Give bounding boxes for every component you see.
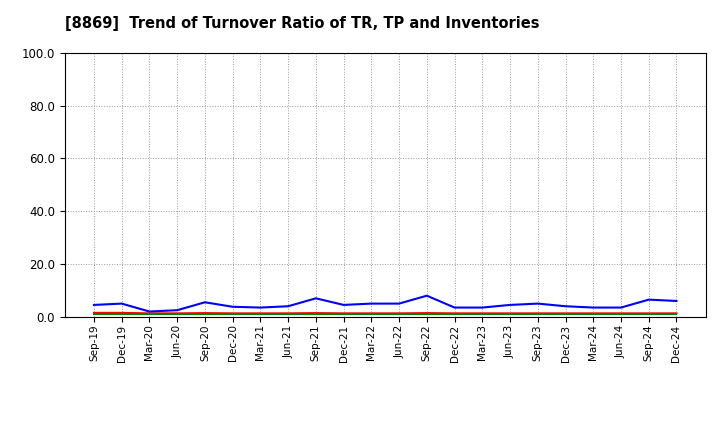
Text: [8869]  Trend of Turnover Ratio of TR, TP and Inventories: [8869] Trend of Turnover Ratio of TR, TP… — [65, 16, 539, 31]
Trade Payables — [117, 301, 126, 306]
Trade Payables — [256, 305, 265, 310]
Inventories — [339, 312, 348, 317]
Trade Payables — [89, 302, 98, 308]
Trade Receivables — [89, 310, 98, 315]
Inventories — [672, 312, 681, 317]
Trade Receivables — [201, 311, 210, 316]
Trade Receivables — [256, 311, 265, 316]
Trade Payables — [672, 298, 681, 304]
Trade Payables — [450, 305, 459, 310]
Trade Payables — [173, 308, 181, 313]
Trade Payables — [534, 301, 542, 306]
Inventories — [589, 312, 598, 317]
Trade Receivables — [395, 311, 403, 316]
Trade Payables — [339, 302, 348, 308]
Trade Receivables — [672, 311, 681, 316]
Trade Receivables — [117, 310, 126, 315]
Trade Receivables — [228, 311, 237, 316]
Inventories — [256, 312, 265, 317]
Trade Payables — [478, 305, 487, 310]
Trade Receivables — [644, 311, 653, 316]
Trade Payables — [589, 305, 598, 310]
Inventories — [145, 312, 154, 317]
Inventories — [89, 312, 98, 317]
Line: Trade Payables: Trade Payables — [94, 296, 677, 312]
Trade Receivables — [478, 311, 487, 316]
Inventories — [450, 312, 459, 317]
Trade Receivables — [505, 311, 514, 316]
Trade Payables — [367, 301, 376, 306]
Inventories — [395, 312, 403, 317]
Trade Receivables — [561, 311, 570, 316]
Trade Payables — [145, 309, 154, 314]
Trade Payables — [312, 296, 320, 301]
Inventories — [423, 312, 431, 317]
Inventories — [478, 312, 487, 317]
Inventories — [284, 312, 292, 317]
Inventories — [505, 312, 514, 317]
Trade Receivables — [284, 311, 292, 316]
Inventories — [173, 312, 181, 317]
Trade Payables — [395, 301, 403, 306]
Trade Receivables — [312, 311, 320, 316]
Trade Payables — [201, 300, 210, 305]
Trade Receivables — [145, 311, 154, 316]
Trade Payables — [505, 302, 514, 308]
Trade Payables — [561, 304, 570, 309]
Inventories — [616, 312, 625, 317]
Trade Receivables — [173, 311, 181, 316]
Trade Receivables — [534, 311, 542, 316]
Inventories — [644, 312, 653, 317]
Trade Payables — [616, 305, 625, 310]
Trade Payables — [423, 293, 431, 298]
Trade Payables — [284, 304, 292, 309]
Inventories — [117, 312, 126, 317]
Inventories — [201, 312, 210, 317]
Trade Receivables — [589, 311, 598, 316]
Trade Receivables — [339, 311, 348, 316]
Inventories — [312, 312, 320, 317]
Inventories — [534, 312, 542, 317]
Trade Payables — [644, 297, 653, 302]
Trade Receivables — [423, 311, 431, 316]
Inventories — [367, 312, 376, 317]
Trade Receivables — [616, 311, 625, 316]
Trade Receivables — [367, 311, 376, 316]
Inventories — [561, 312, 570, 317]
Trade Payables — [228, 304, 237, 309]
Trade Receivables — [450, 311, 459, 316]
Inventories — [228, 312, 237, 317]
